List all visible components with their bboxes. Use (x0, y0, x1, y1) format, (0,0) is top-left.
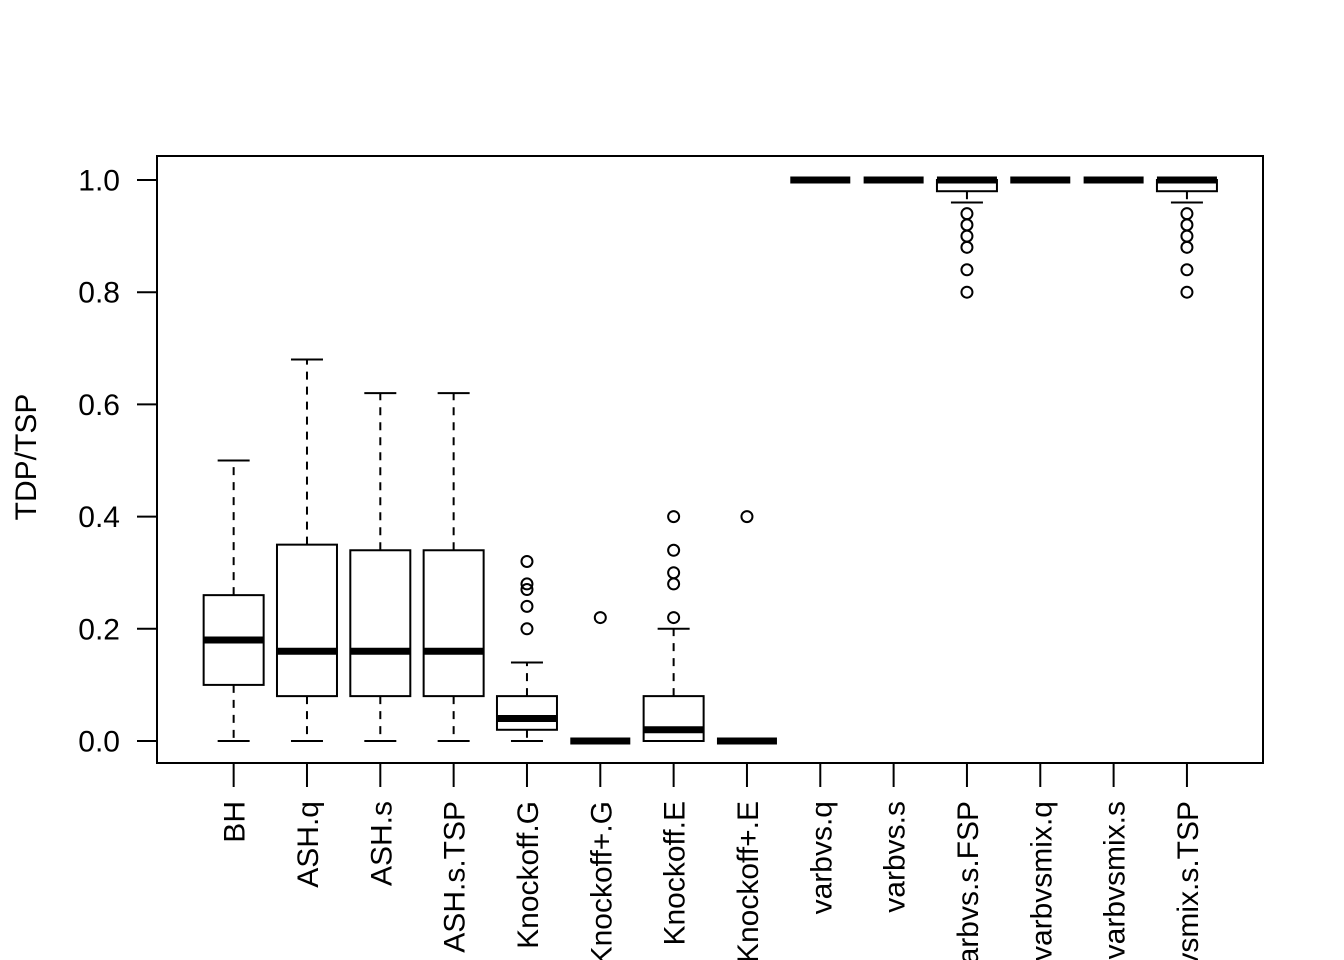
iqr-box (275, 543, 338, 698)
y-tick-label: 0.8 (78, 277, 120, 310)
x-tick-label: varbvsmix.s.TSP (1172, 801, 1205, 960)
box-Knockoff+.E (716, 510, 777, 745)
x-tick-label: varbvsmix.s (1099, 801, 1132, 959)
outlier-point (1180, 207, 1194, 221)
outlier-point (667, 577, 681, 591)
y-tick-label: 0.4 (78, 501, 120, 534)
iqr-box (422, 549, 485, 698)
iqr-box (349, 549, 412, 698)
outlier-point (667, 566, 681, 580)
outlier-point (520, 622, 534, 636)
y-tick-label: 0.2 (78, 613, 120, 646)
box-varbvs.s.FSP (935, 176, 998, 299)
x-tick-label: Knockoff.G (512, 801, 545, 949)
x-tick-label: BH (219, 801, 252, 843)
outlier-point (667, 543, 681, 557)
outlier-point (740, 510, 754, 524)
outlier-point (1180, 263, 1194, 277)
box-ASH.s.TSP (422, 392, 485, 742)
box-Knockoff.G (495, 554, 558, 742)
x-tick-label: varbvsmix.q (1025, 801, 1058, 960)
box-Knockoff+.G (570, 611, 631, 745)
outlier-point (593, 611, 607, 625)
x-tick-label: varbvs.s.FSP (952, 801, 985, 960)
outlier-point (520, 577, 534, 591)
outlier-point (1180, 285, 1194, 299)
x-tick-label: ASH.s.TSP (439, 801, 472, 953)
outlier-point (520, 583, 534, 597)
outlier-point (960, 240, 974, 254)
plot-border (156, 155, 1264, 764)
x-tick-label: varbvs.s (879, 801, 912, 913)
outlier-point (1180, 229, 1194, 243)
x-tick-label: ASH.q (292, 801, 325, 888)
box-ASH.s (349, 392, 412, 742)
box-BH (202, 459, 265, 742)
outlier-point (960, 207, 974, 221)
outlier-point (667, 611, 681, 625)
y-tick-label: 0.6 (78, 389, 120, 422)
outlier-point (520, 599, 534, 613)
box-ASH.q (275, 358, 338, 742)
x-tick-label: Knockoff+.E (732, 801, 765, 960)
outlier-point (1180, 240, 1194, 254)
x-tick-label: varbvs.q (805, 801, 838, 914)
iqr-box (642, 695, 705, 742)
outlier-point (960, 263, 974, 277)
x-tick-label: Knockoff+.G (585, 801, 618, 960)
box-Knockoff.E (642, 510, 705, 742)
y-axis: 0.0 0.2 0.4 0.6 0.8 1.0 (78, 165, 157, 759)
x-axis: BH ASH.q ASH.s ASH.s.TSP Knockoff.G Knockoff+… (219, 763, 1205, 960)
box-varbvsmix.s.TSP (1155, 176, 1218, 299)
y-axis-title: TDP/TSP (10, 394, 43, 521)
outlier-point (1180, 218, 1194, 232)
x-tick-label: ASH.s (365, 801, 398, 886)
outlier-point (960, 229, 974, 243)
y-tick-label: 0.0 (78, 726, 120, 759)
outlier-point (960, 218, 974, 232)
outlier-point (520, 554, 534, 568)
x-tick-label: Knockoff.E (659, 801, 692, 946)
y-tick-label: 1.0 (78, 165, 120, 198)
iqr-box (495, 695, 558, 731)
outlier-point (960, 285, 974, 299)
outlier-point (667, 510, 681, 524)
